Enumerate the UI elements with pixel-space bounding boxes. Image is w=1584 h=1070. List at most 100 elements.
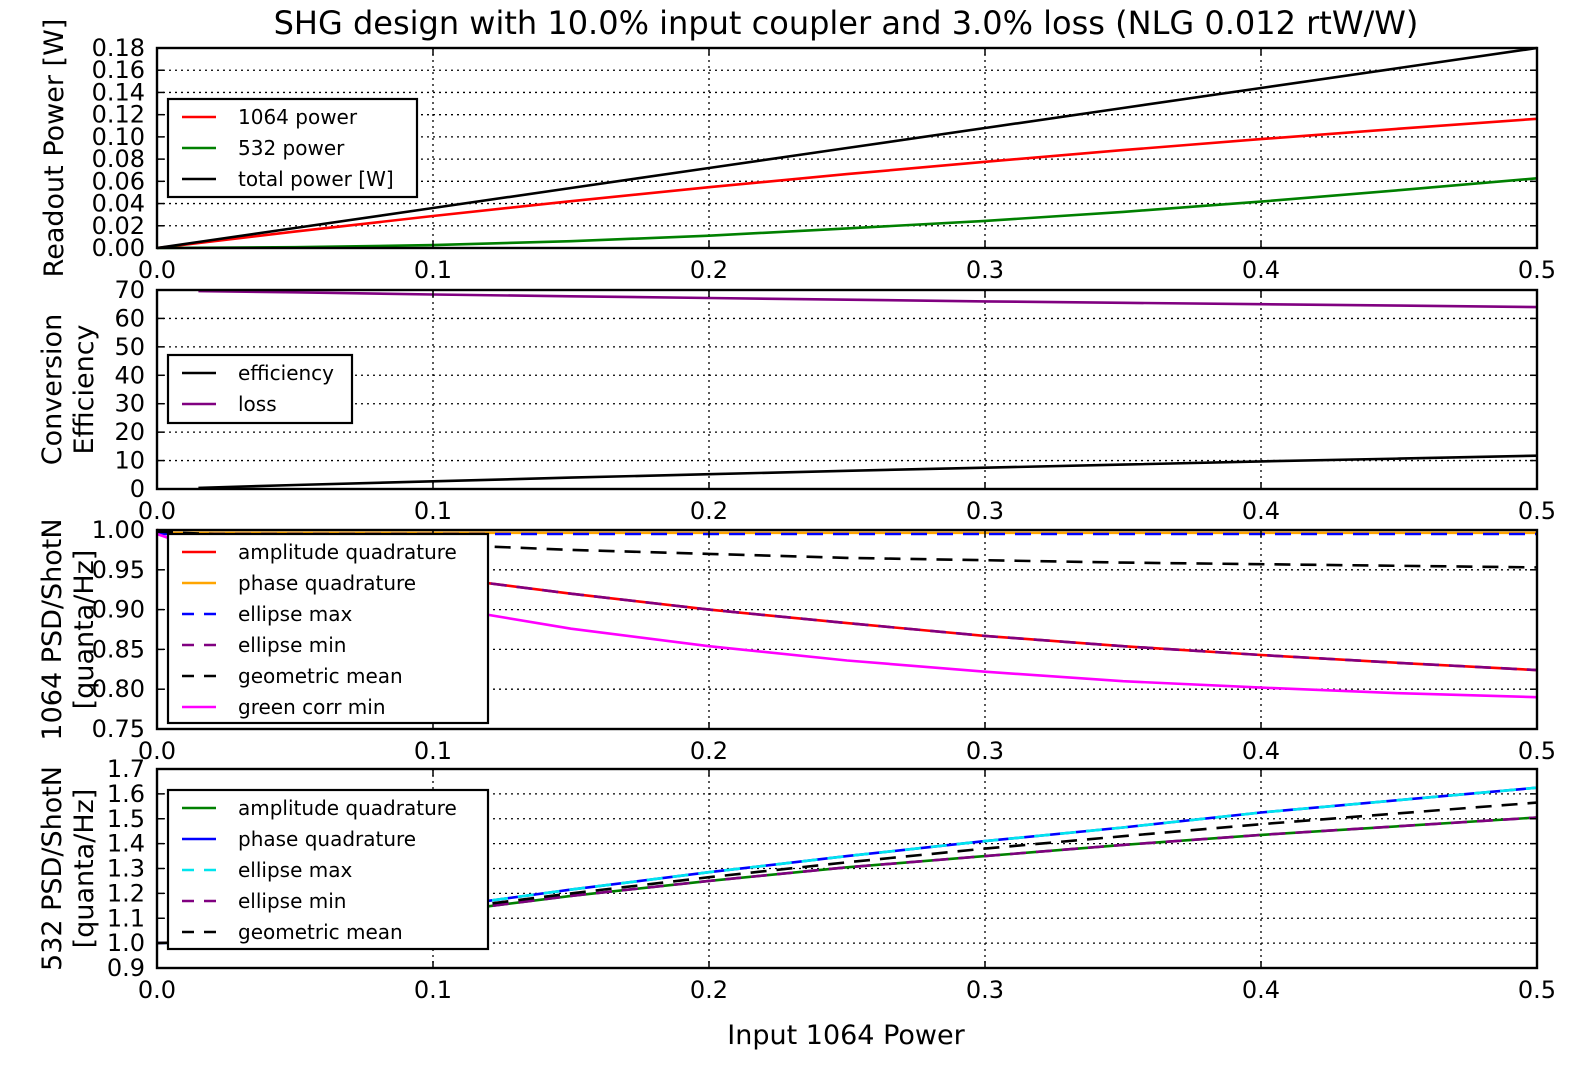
ticks: 0.0 0.1 0.2 0.3 0.4 0.5 0.75 0.80 0.85 0.90 0.95 1.… xyxy=(92,516,1557,765)
x-tick-label: 0.3 xyxy=(966,497,1004,525)
y-tick-label: 40 xyxy=(114,361,145,389)
y-axis-label: Efficiency xyxy=(69,324,100,454)
legend-label: total power [W] xyxy=(238,167,394,191)
legend-label: ellipse min xyxy=(238,633,346,657)
y-tick-label: 1.00 xyxy=(92,516,145,544)
legend: efficiency loss xyxy=(166,353,354,425)
series-line-total-power-w- xyxy=(156,46,1538,250)
axes-frame xyxy=(155,288,1539,491)
y-tick-label: 50 xyxy=(114,333,145,361)
series-group xyxy=(156,46,1538,250)
y-axis-label: 532 PSD/ShotN xyxy=(37,766,68,971)
figure-title: SHG design with 10.0% input coupler and … xyxy=(274,4,1419,42)
y-tick-label: 0.95 xyxy=(92,556,145,584)
y-axis-label: Readout Power [W] xyxy=(39,19,70,278)
series-line-loss xyxy=(198,289,1538,309)
series-line-ellipse-max xyxy=(156,786,1538,945)
y-tick-label: 0.75 xyxy=(92,715,145,743)
x-tick-label: 0.2 xyxy=(690,497,728,525)
y-tick-label: 1.0 xyxy=(107,929,145,957)
legend-label: geometric mean xyxy=(238,920,403,944)
ticks: 0.0 0.1 0.2 0.3 0.4 0.50.000.020.040.060.080.… xyxy=(92,34,1557,284)
x-tick-label: 0.2 xyxy=(690,256,728,284)
legend-label: amplitude quadrature xyxy=(238,796,457,820)
y-tick-label: 0.10 xyxy=(92,123,145,151)
series-line-532-power xyxy=(156,177,1538,250)
y-tick-label: 0.02 xyxy=(92,212,145,240)
x-tick-label: 0.4 xyxy=(1242,497,1280,525)
y-tick-label: 0.08 xyxy=(92,145,145,173)
subplot-1: 0.0 0.1 0.2 0.3 0.4 0.50.000.020.040.060.080.… xyxy=(39,19,1556,284)
y-tick-label: 1.4 xyxy=(107,830,145,858)
axes-frame xyxy=(155,46,1539,250)
legend-label: ellipse max xyxy=(238,858,352,882)
gridlines xyxy=(157,290,1537,489)
series-line-geometric-mean xyxy=(156,530,1538,569)
y-tick-label: 0.14 xyxy=(92,78,145,106)
x-tick-label: 0.4 xyxy=(1242,737,1280,765)
x-tick-label: 0.5 xyxy=(1518,497,1556,525)
x-tick-label: 0.1 xyxy=(414,497,452,525)
x-tick-label: 0.0 xyxy=(138,256,176,284)
y-tick-label: 60 xyxy=(114,304,145,332)
y-tick-label: 0.18 xyxy=(92,34,145,62)
x-tick-label: 0.3 xyxy=(966,256,1004,284)
x-tick-label: 0.1 xyxy=(414,737,452,765)
y-tick-label: 0.04 xyxy=(92,190,145,218)
x-tick-label: 0.0 xyxy=(138,737,176,765)
legend-label: green corr min xyxy=(238,695,386,719)
x-tick-label: 0.1 xyxy=(414,256,452,284)
y-tick-label: 1.2 xyxy=(107,879,145,907)
y-tick-label: 1.5 xyxy=(107,805,145,833)
legend-label: amplitude quadrature xyxy=(238,540,457,564)
y-tick-label: 0.85 xyxy=(92,635,145,663)
x-tick-label: 0.5 xyxy=(1518,976,1556,1004)
x-tick-label: 0.4 xyxy=(1242,256,1280,284)
x-tick-label: 0.4 xyxy=(1242,976,1280,1004)
series-line-1064-power xyxy=(156,117,1538,250)
y-tick-label: 30 xyxy=(114,390,145,418)
legend-label: geometric mean xyxy=(238,664,403,688)
legend-label: efficiency xyxy=(238,361,334,385)
y-tick-label: 0 xyxy=(130,475,145,503)
y-tick-label: 1.1 xyxy=(107,904,145,932)
y-axis-label: [quanta/Hz] xyxy=(69,789,100,949)
y-tick-label: 0.16 xyxy=(92,56,145,84)
y-axis-label: [quanta/Hz] xyxy=(69,550,100,710)
y-tick-label: 0.12 xyxy=(92,101,145,129)
series-line-efficiency xyxy=(198,454,1538,490)
y-tick-label: 1.6 xyxy=(107,780,145,808)
y-tick-label: 10 xyxy=(114,447,145,475)
y-tick-label: 0.00 xyxy=(92,234,145,262)
x-tick-label: 0.3 xyxy=(966,737,1004,765)
legend-label: 1064 power xyxy=(238,105,358,129)
x-axis-label: Input 1064 Power xyxy=(727,1020,965,1051)
legend-label: phase quadrature xyxy=(238,827,416,851)
series-line-ellipse-min xyxy=(156,816,1538,945)
x-tick-label: 0.2 xyxy=(690,976,728,1004)
ticks: 0.0 0.1 0.2 0.3 0.4 0.50.91.01.11.21.31.41.51… xyxy=(107,755,1556,1004)
legend-box xyxy=(166,353,354,425)
legend-label: ellipse min xyxy=(238,889,346,913)
legend: amplitude quadrature phase quadrature elli… xyxy=(166,532,490,725)
x-tick-label: 0.1 xyxy=(414,976,452,1004)
series-group xyxy=(198,289,1538,490)
y-tick-label: 20 xyxy=(114,418,145,446)
x-tick-label: 0.0 xyxy=(138,976,176,1004)
legend: 1064 power 532 power total power [W] xyxy=(166,97,419,199)
y-axis-label: Conversion xyxy=(37,314,68,465)
x-tick-label: 0.0 xyxy=(138,497,176,525)
legend-box xyxy=(166,788,490,951)
y-tick-label: 1.7 xyxy=(107,755,145,783)
x-tick-label: 0.5 xyxy=(1518,737,1556,765)
subplot-4: 0.0 0.1 0.2 0.3 0.4 0.50.91.01.11.21.31.41.51… xyxy=(37,755,1556,1004)
x-tick-label: 0.2 xyxy=(690,737,728,765)
y-axis-label: 1064 PSD/ShotN xyxy=(37,518,68,740)
x-tick-label: 0.5 xyxy=(1518,256,1556,284)
legend-box xyxy=(166,532,490,725)
series-line-geometric-mean xyxy=(156,801,1538,945)
legend-label: ellipse max xyxy=(238,602,352,626)
